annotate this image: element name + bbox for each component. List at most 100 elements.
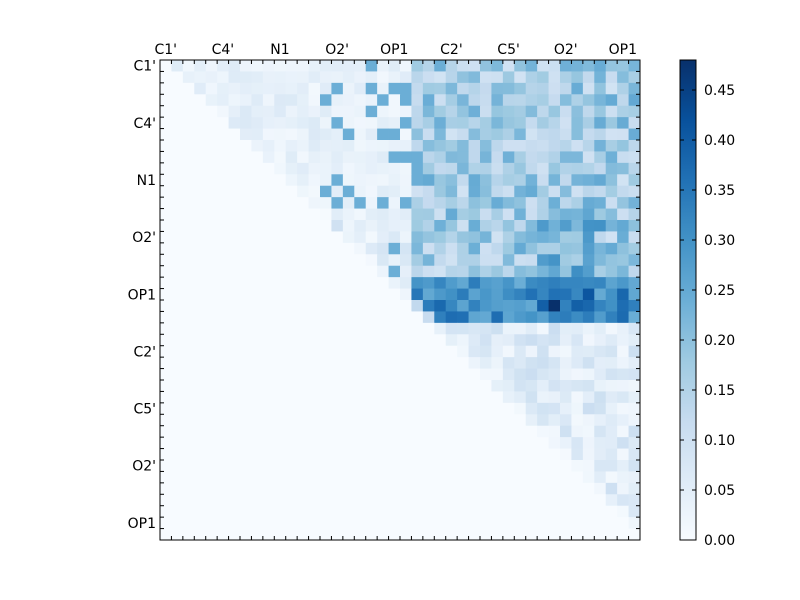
- heatmap-cell-1430: [182, 448, 195, 461]
- heatmap-cell-1247: [491, 391, 504, 404]
- heatmap-cell-80: [594, 71, 607, 84]
- heatmap-cell-508: [205, 197, 218, 209]
- heatmap-cell-1498: [480, 460, 492, 472]
- heatmap-cell-807: [262, 277, 275, 289]
- heatmap-cell-687: [331, 242, 344, 255]
- heatmap-cell-1535: [422, 471, 435, 484]
- heatmap-cell-761: [217, 265, 229, 278]
- heatmap-cell-157: [514, 94, 527, 107]
- heatmap-cell-729: [331, 254, 344, 267]
- heatmap-cell-185: [354, 105, 367, 118]
- heatmap-cell-1024: [342, 334, 355, 347]
- heatmap-cell-575: [491, 208, 504, 221]
- heatmap-cell-390: [297, 162, 309, 175]
- heatmap-cell-1604: [251, 494, 264, 507]
- heatmap-cell-1214: [594, 380, 607, 392]
- heatmap-cell-1749: [468, 528, 481, 541]
- heatmap-cell-865: [445, 288, 458, 301]
- heatmap-cell-309: [331, 140, 344, 152]
- heatmap-cell-986: [388, 322, 401, 335]
- heatmap-cell-1459: [514, 448, 527, 461]
- heatmap-cell-1734: [297, 528, 309, 541]
- heatmap-cell-931: [240, 311, 252, 324]
- heatmap-cell-742: [480, 254, 492, 267]
- heatmap-cell-200: [525, 105, 538, 118]
- heatmap-cell-1120: [480, 357, 492, 369]
- heatmap-cell-1644: [228, 505, 241, 518]
- heatmap-cell-1056: [228, 345, 241, 358]
- heatmap-cell-683: [285, 242, 298, 255]
- heatmap-cell-887: [217, 300, 229, 312]
- heatmap-cell-233: [422, 117, 435, 129]
- heatmap-cell-359: [422, 151, 435, 164]
- heatmap-cell-1022: [320, 334, 332, 347]
- heatmap-cell-1596: [160, 494, 172, 507]
- heatmap-cell-1684: [205, 517, 218, 529]
- heatmap-cell-1203: [468, 380, 481, 392]
- heatmap-cell-1334: [525, 414, 538, 427]
- heatmap-cell-1571: [354, 482, 367, 495]
- heatmap-cell-1114: [411, 357, 424, 369]
- heatmap-cell-199: [514, 105, 527, 118]
- x-tick-label-7: O2': [554, 42, 578, 58]
- heatmap-cell-1356: [297, 425, 309, 438]
- heatmap-cell-1561: [240, 482, 252, 495]
- colorbar-tick-label-6: 0.30: [704, 233, 735, 249]
- heatmap-cell-635: [217, 231, 229, 244]
- heatmap-cell-1647: [262, 505, 275, 518]
- heatmap-cell-140: [320, 94, 332, 107]
- heatmap-cell-241: [514, 117, 527, 129]
- heatmap-cell-1529: [354, 471, 367, 484]
- heatmap-cell-1449: [400, 448, 412, 461]
- heatmap-cell-1149: [331, 368, 344, 381]
- heatmap-cell-906: [434, 300, 447, 312]
- heatmap-cell-344: [251, 151, 264, 164]
- heatmap-cell-1655: [354, 505, 367, 518]
- heatmap-cell-1478: [251, 460, 264, 472]
- heatmap-cell-596: [251, 220, 264, 232]
- heatmap-cell-440: [388, 174, 401, 187]
- heatmap-cell-1755: [537, 528, 549, 541]
- heatmap-cell-1703: [422, 517, 435, 529]
- heatmap-cell-614: [457, 220, 469, 232]
- heatmap-cell-1541: [491, 471, 504, 484]
- heatmap-cell-364: [480, 151, 492, 164]
- heatmap-cell-398: [388, 162, 401, 175]
- heatmap-cell-616: [480, 220, 492, 232]
- heatmap-cell-713: [628, 242, 641, 255]
- heatmap-cell-0: [160, 60, 172, 72]
- heatmap-cell-1390: [205, 437, 218, 449]
- heatmap-cell-405: [468, 162, 481, 175]
- heatmap-cell-545: [628, 197, 641, 209]
- heatmap-cell-247: [582, 117, 595, 129]
- heatmap-cell-1448: [388, 448, 401, 461]
- heatmap-cell-1515: [194, 471, 207, 484]
- heatmap-cell-470: [251, 185, 264, 198]
- heatmap-cell-267: [331, 128, 344, 141]
- heatmap-cell-1463: [560, 448, 572, 461]
- heatmap-cell-758: [182, 265, 195, 278]
- heatmap-cell-839: [628, 277, 641, 289]
- heatmap-cell-705: [537, 242, 549, 255]
- heatmap-cell-1481: [285, 460, 298, 472]
- heatmap-cell-1007: [628, 322, 641, 335]
- heatmap-cell-889: [240, 300, 252, 312]
- heatmap-cell-850: [274, 288, 287, 301]
- heatmap-cell-371: [560, 151, 572, 164]
- heatmap-cell-651: [400, 231, 412, 244]
- heatmap-cell-840: [160, 288, 172, 301]
- heatmap-cell-1327: [445, 414, 458, 427]
- heatmap-cell-944: [388, 311, 401, 324]
- heatmap-cell-620: [525, 220, 538, 232]
- heatmap-cell-154: [480, 94, 492, 107]
- heatmap-cell-766: [274, 265, 287, 278]
- heatmap-cell-1568: [320, 482, 332, 495]
- heatmap-cell-380: [182, 162, 195, 175]
- heatmap-cell-689: [354, 242, 367, 255]
- heatmap-cell-1307: [217, 414, 229, 427]
- heatmap-cell-1427: [628, 437, 641, 449]
- heatmap-cell-1249: [514, 391, 527, 404]
- heatmap-cell-1184: [251, 380, 264, 392]
- heatmap-cell-279: [468, 128, 481, 141]
- heatmap-cell-1664: [457, 505, 469, 518]
